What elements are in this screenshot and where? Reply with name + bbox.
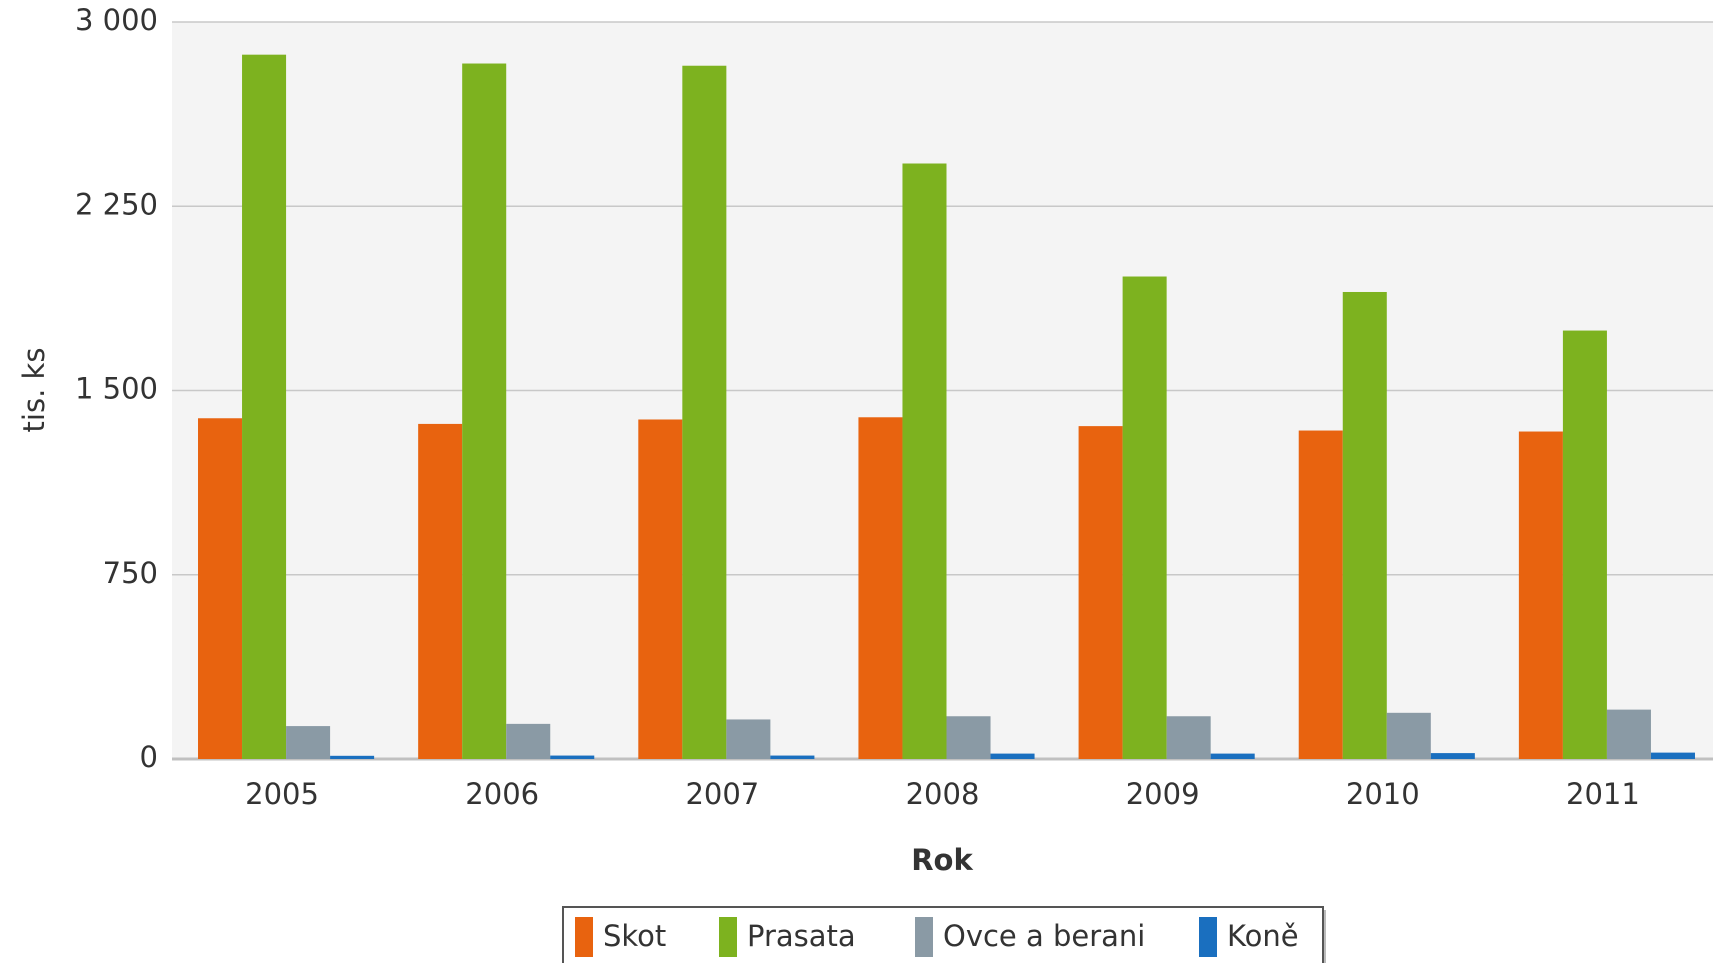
bar bbox=[242, 54, 287, 760]
bar bbox=[1166, 716, 1211, 759]
legend-label: Prasata bbox=[747, 919, 856, 953]
x-tick-label: 2011 bbox=[1566, 777, 1640, 811]
x-tick-label: 2009 bbox=[1126, 777, 1200, 811]
legend-swatch bbox=[915, 917, 933, 957]
bar bbox=[418, 423, 463, 759]
legend-swatch bbox=[719, 917, 737, 957]
x-axis-label: Rok bbox=[911, 843, 973, 877]
x-tick-label: 2005 bbox=[245, 777, 319, 811]
y-tick-label: 1 500 bbox=[75, 372, 158, 406]
legend-label: Koně bbox=[1227, 919, 1299, 953]
x-tick-label: 2008 bbox=[906, 777, 980, 811]
bar bbox=[682, 65, 727, 760]
bar bbox=[1298, 430, 1343, 759]
bar bbox=[946, 716, 991, 759]
bar bbox=[286, 726, 331, 759]
bar bbox=[1210, 753, 1255, 759]
bar bbox=[1386, 712, 1431, 759]
bar bbox=[550, 755, 595, 759]
bar bbox=[1122, 276, 1167, 759]
x-tick-label: 2010 bbox=[1346, 777, 1420, 811]
y-axis-label: tis. ks bbox=[17, 348, 51, 433]
bar bbox=[330, 755, 375, 759]
legend-box bbox=[562, 906, 1324, 963]
bar bbox=[858, 417, 903, 759]
bar bbox=[1562, 330, 1607, 759]
bar bbox=[1430, 753, 1475, 759]
y-tick-label: 750 bbox=[103, 556, 158, 590]
y-tick-label: 3 000 bbox=[75, 3, 158, 37]
bar bbox=[1606, 709, 1651, 759]
bar bbox=[902, 163, 947, 759]
y-tick-label: 2 250 bbox=[75, 187, 158, 221]
legend-label: Ovce a berani bbox=[943, 919, 1145, 953]
bar bbox=[198, 418, 243, 759]
bar bbox=[990, 753, 1035, 759]
x-tick-label: 2006 bbox=[465, 777, 539, 811]
legend-swatch bbox=[1199, 917, 1217, 957]
x-tick-label: 2007 bbox=[685, 777, 759, 811]
bar bbox=[1650, 752, 1695, 759]
bar bbox=[1518, 431, 1563, 759]
y-tick-label: 0 bbox=[140, 740, 158, 774]
bar bbox=[506, 723, 551, 759]
bar bbox=[1078, 426, 1123, 759]
bar bbox=[770, 755, 815, 759]
legend-label: Skot bbox=[603, 919, 666, 953]
bar bbox=[638, 419, 683, 759]
legend-swatch bbox=[575, 917, 593, 957]
bar bbox=[726, 719, 771, 759]
bar bbox=[462, 63, 507, 760]
bar bbox=[1342, 291, 1387, 759]
